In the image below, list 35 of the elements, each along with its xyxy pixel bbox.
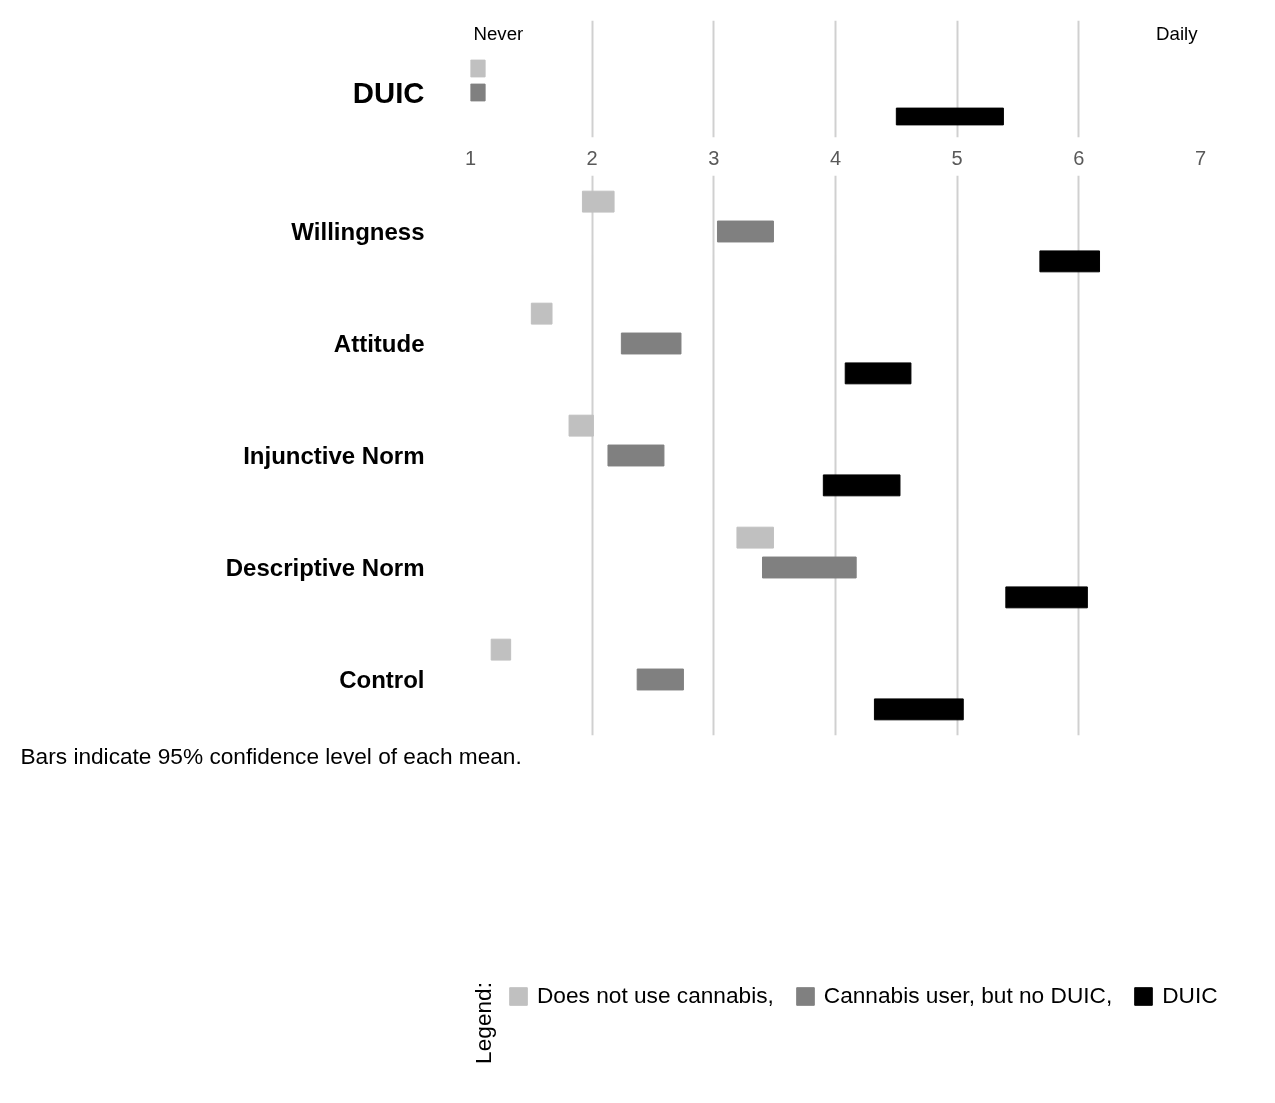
x-tick-label: 6 (1073, 146, 1085, 169)
bar (636, 668, 684, 691)
annotation: Never (473, 22, 524, 44)
x-tick-label: 3 (708, 146, 720, 169)
bar (581, 190, 615, 213)
bar (530, 302, 553, 325)
y-tick-label: Descriptive Norm (225, 554, 425, 581)
bar (1005, 586, 1088, 609)
annotation: Daily (1156, 22, 1199, 44)
bar (607, 444, 665, 467)
x-tick-label: 5 (951, 146, 963, 169)
bar (873, 698, 964, 721)
bar (620, 332, 682, 355)
x-tick-label: 4 (829, 146, 842, 169)
y-tick-label: Willingness (291, 218, 425, 245)
bar (1039, 250, 1101, 273)
bar (844, 362, 912, 385)
bar (716, 220, 774, 243)
legend-label: Cannabis user, but no DUIC, (823, 982, 1113, 1010)
x-tick-label: 7 (1194, 146, 1207, 169)
y-tick-label: Control (339, 666, 425, 693)
text: Bars indicate 95% confidence level of each mean. (20, 742, 522, 769)
y-tick-label: DUIC (352, 76, 425, 109)
legend-label: Does not use cannabis, (537, 982, 774, 1010)
bar (822, 474, 901, 497)
bar (568, 414, 594, 437)
x-tick-label: 2 (586, 146, 598, 169)
bar (490, 638, 512, 661)
x-tick-label: 1 (464, 146, 477, 169)
legend-title: Legend: (470, 982, 497, 1064)
legend-label: DUIC (1162, 982, 1218, 1010)
bar (762, 556, 857, 579)
y-tick-label: Attitude (333, 330, 425, 357)
bar (736, 526, 774, 549)
y-tick-label: Injunctive Norm (243, 442, 425, 469)
